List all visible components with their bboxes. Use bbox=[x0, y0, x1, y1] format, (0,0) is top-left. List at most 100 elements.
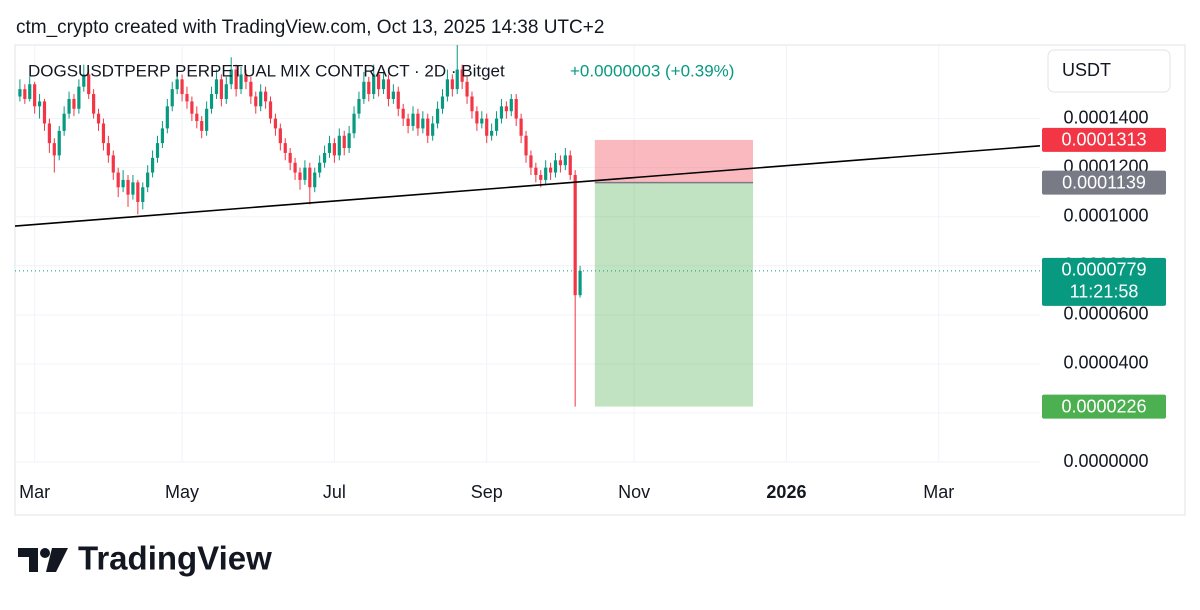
entry-label: 0.0001139 bbox=[1062, 172, 1146, 192]
candle-body bbox=[386, 79, 391, 99]
last-price-label: 0.0000779 bbox=[1061, 260, 1146, 280]
x-tick-label: May bbox=[165, 482, 199, 502]
candle-body bbox=[347, 133, 351, 149]
stop-label: 0.0001313 bbox=[1061, 130, 1146, 150]
target-label-box bbox=[1042, 394, 1166, 419]
candle-body bbox=[475, 111, 479, 124]
candle-body bbox=[283, 143, 287, 153]
candle-body bbox=[23, 89, 27, 99]
candle-body bbox=[239, 74, 243, 90]
logo-mark bbox=[18, 548, 38, 572]
candle-body bbox=[573, 175, 577, 296]
x-tick-label: 2026 bbox=[766, 482, 806, 502]
candle-body bbox=[514, 98, 518, 119]
candle-body bbox=[175, 79, 179, 90]
candle-body bbox=[209, 94, 214, 109]
candle-body bbox=[121, 179, 125, 188]
attribution: ctm_crypto created with TradingView.com,… bbox=[16, 17, 604, 38]
candle-body bbox=[33, 84, 37, 107]
candle-body bbox=[92, 94, 96, 114]
candle-body bbox=[229, 69, 233, 85]
candle-body bbox=[372, 74, 376, 95]
candle-body bbox=[416, 113, 420, 129]
candle-body bbox=[116, 172, 120, 188]
candle-body bbox=[396, 91, 400, 109]
candle-body bbox=[544, 167, 548, 180]
candle-body bbox=[480, 118, 484, 124]
candle-body bbox=[293, 162, 297, 173]
x-tick-label: Jul bbox=[323, 482, 346, 502]
candle-body bbox=[548, 167, 553, 173]
candle-body bbox=[445, 79, 450, 97]
stop-zone bbox=[594, 139, 754, 183]
candle-body bbox=[568, 155, 572, 176]
currency-box bbox=[1047, 49, 1171, 93]
target-zone bbox=[594, 182, 754, 407]
currency: USDT bbox=[1062, 60, 1111, 80]
candle-body bbox=[450, 79, 454, 90]
candle-body bbox=[421, 118, 425, 129]
candle-body bbox=[529, 155, 533, 168]
candle-body bbox=[578, 270, 582, 296]
candle-body bbox=[337, 135, 341, 156]
brand: TradingView bbox=[78, 540, 272, 577]
logo-mark bbox=[40, 548, 50, 558]
candle-body bbox=[435, 108, 440, 124]
candle-body bbox=[214, 79, 219, 95]
candle-body bbox=[377, 74, 381, 90]
candle-body bbox=[268, 101, 273, 119]
candle-body bbox=[180, 79, 184, 95]
candle-body bbox=[313, 172, 317, 188]
candle-body bbox=[485, 118, 489, 136]
candle-body bbox=[155, 143, 160, 158]
candle-body bbox=[72, 98, 76, 109]
candle-body bbox=[190, 101, 194, 114]
candle-body bbox=[259, 91, 263, 107]
candle-body bbox=[318, 162, 322, 173]
candle-body bbox=[494, 118, 499, 131]
y-tick-label: 0.0000600 bbox=[1063, 304, 1148, 324]
candle-body bbox=[249, 81, 253, 97]
candle-body bbox=[411, 113, 415, 126]
candle-body bbox=[111, 155, 115, 173]
candle-body bbox=[298, 172, 302, 180]
candle-body bbox=[195, 113, 199, 122]
candle-body bbox=[244, 74, 248, 82]
candle-body bbox=[160, 128, 165, 144]
y-tick-label: 0.0000400 bbox=[1063, 353, 1148, 373]
stop-label-box bbox=[1042, 127, 1166, 152]
candle-body bbox=[553, 160, 558, 173]
candle-body bbox=[332, 143, 336, 156]
candle-body bbox=[509, 98, 513, 112]
candle-body bbox=[52, 143, 56, 156]
chart-title: DOGSUSDTPERP PERPETUAL MIX CONTRACT · 2D… bbox=[28, 61, 505, 80]
candle-body bbox=[131, 182, 135, 195]
candle-body bbox=[219, 79, 223, 99]
candle-body bbox=[499, 106, 504, 119]
candle-body bbox=[490, 130, 494, 136]
candle-body bbox=[126, 179, 130, 195]
candle-body bbox=[465, 81, 469, 97]
candle-body bbox=[18, 89, 22, 97]
candle-body bbox=[440, 96, 445, 109]
logo-mark bbox=[46, 548, 68, 572]
candle-body bbox=[308, 167, 312, 188]
chart-frame bbox=[14, 44, 1186, 516]
candle-body bbox=[524, 135, 528, 156]
candle-body bbox=[381, 79, 386, 90]
candle-body bbox=[47, 123, 51, 144]
price-change: +0.0000003 (+0.39%) bbox=[570, 61, 734, 80]
candle-body bbox=[101, 123, 106, 144]
candle-body bbox=[185, 94, 189, 102]
x-tick-label: Mar bbox=[923, 482, 954, 502]
trend-line bbox=[14, 145, 1041, 227]
candle-body bbox=[303, 167, 307, 180]
candle-body bbox=[67, 98, 71, 114]
candle-body bbox=[37, 101, 42, 107]
candle-body bbox=[539, 175, 543, 180]
candle-body bbox=[141, 187, 145, 202]
candle-body bbox=[342, 135, 346, 149]
candle-body bbox=[200, 121, 204, 131]
candle-body bbox=[455, 69, 459, 90]
candle-body bbox=[431, 123, 435, 136]
